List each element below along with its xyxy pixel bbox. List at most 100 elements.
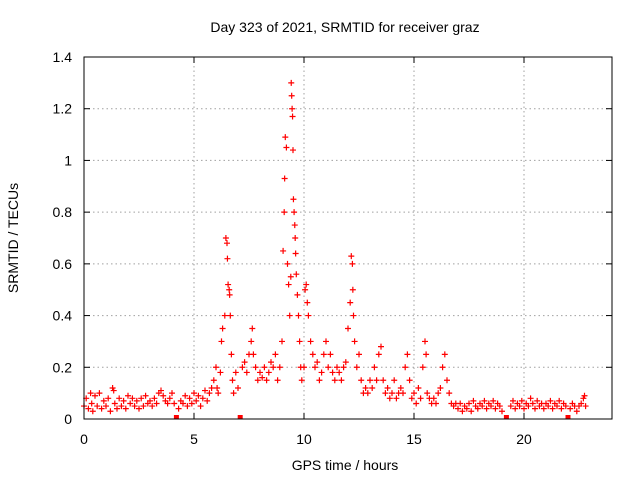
- data-point: [257, 369, 263, 376]
- data-point: [272, 351, 279, 358]
- data-point: [373, 377, 380, 384]
- chart-title: Day 323 of 2021, SRMTID for receiver gra…: [210, 19, 479, 35]
- data-point: [309, 351, 316, 358]
- data-point: [492, 405, 499, 412]
- data-point: [296, 338, 303, 345]
- x-tick-label: 0: [80, 431, 88, 447]
- x-tick-label: 15: [406, 431, 422, 447]
- data-point: [305, 312, 312, 319]
- data-point: [295, 312, 302, 319]
- data-point: [248, 338, 255, 345]
- data-point: [140, 403, 147, 410]
- data-point: [208, 384, 215, 391]
- data-point: [291, 209, 298, 216]
- data-point: [342, 359, 349, 366]
- x-tick-label: 20: [516, 431, 532, 447]
- data-point: [336, 369, 343, 376]
- data-point: [85, 405, 92, 412]
- data-point: [259, 374, 266, 381]
- data-point: [221, 312, 228, 319]
- data-point: [325, 364, 332, 371]
- data-point: [350, 312, 357, 319]
- data-point: [279, 338, 285, 345]
- data-point: [404, 351, 411, 358]
- data-point: [285, 281, 292, 288]
- data-point: [314, 359, 321, 366]
- data-point: [289, 105, 296, 112]
- x-tick-label: 5: [190, 431, 198, 447]
- data-point: [356, 351, 362, 358]
- data-point: [290, 147, 296, 154]
- data-point: [510, 397, 516, 404]
- data-point: [331, 377, 338, 384]
- data-point: [578, 400, 585, 407]
- data-point: [470, 397, 477, 404]
- data-point: [435, 390, 442, 397]
- gap-marker: [173, 415, 179, 419]
- y-tick-label: 1.4: [53, 49, 73, 65]
- y-tick-label: 1: [64, 152, 72, 168]
- data-point: [199, 395, 206, 402]
- data-point: [490, 397, 497, 404]
- data-point: [540, 405, 547, 412]
- data-point: [114, 405, 120, 412]
- data-point: [270, 364, 277, 371]
- data-point: [369, 384, 376, 391]
- data-point: [521, 405, 527, 412]
- data-point: [362, 384, 369, 391]
- data-point: [241, 359, 248, 366]
- data-point: [202, 387, 208, 394]
- data-point: [444, 377, 450, 384]
- data-point: [316, 377, 323, 384]
- data-point: [92, 392, 98, 399]
- data-point: [573, 408, 580, 415]
- gap-marker: [565, 415, 571, 419]
- data-point: [89, 408, 96, 415]
- data-point: [182, 392, 189, 399]
- data-point: [213, 364, 219, 371]
- data-point: [230, 390, 237, 397]
- data-point: [281, 175, 288, 182]
- data-point: [391, 377, 398, 384]
- data-point: [197, 403, 204, 410]
- data-point: [288, 92, 295, 99]
- x-tick-label: 10: [296, 431, 312, 447]
- data-point: [226, 286, 233, 293]
- data-point: [235, 384, 241, 391]
- y-tick-label: 0.4: [53, 308, 73, 324]
- data-point: [408, 395, 415, 402]
- data-point: [292, 235, 299, 241]
- data-point: [292, 250, 299, 257]
- data-point: [88, 400, 95, 407]
- data-point: [125, 392, 131, 399]
- data-point: [320, 351, 327, 358]
- data-point: [120, 397, 127, 404]
- data-point: [397, 384, 404, 391]
- data-point: [423, 351, 430, 358]
- data-point: [239, 364, 246, 371]
- data-point: [430, 395, 437, 402]
- data-point: [100, 397, 107, 404]
- y-tick-label: 0.6: [53, 256, 73, 272]
- data-point: [525, 403, 532, 410]
- data-point: [334, 364, 340, 371]
- data-point: [217, 369, 224, 376]
- data-point: [301, 364, 307, 371]
- data-point: [437, 384, 444, 391]
- data-point: [151, 395, 158, 402]
- data-point: [193, 397, 200, 404]
- data-point: [304, 299, 311, 306]
- y-tick-label: 1.2: [53, 101, 73, 117]
- data-point: [286, 312, 293, 319]
- data-point: [180, 400, 186, 407]
- data-point: [353, 364, 360, 371]
- data-point: [158, 387, 164, 394]
- data-point: [186, 395, 193, 402]
- data-point: [488, 403, 494, 410]
- data-point: [105, 395, 112, 402]
- data-point: [283, 144, 290, 151]
- data-point: [516, 403, 523, 410]
- data-point: [554, 403, 560, 410]
- data-point: [250, 351, 257, 358]
